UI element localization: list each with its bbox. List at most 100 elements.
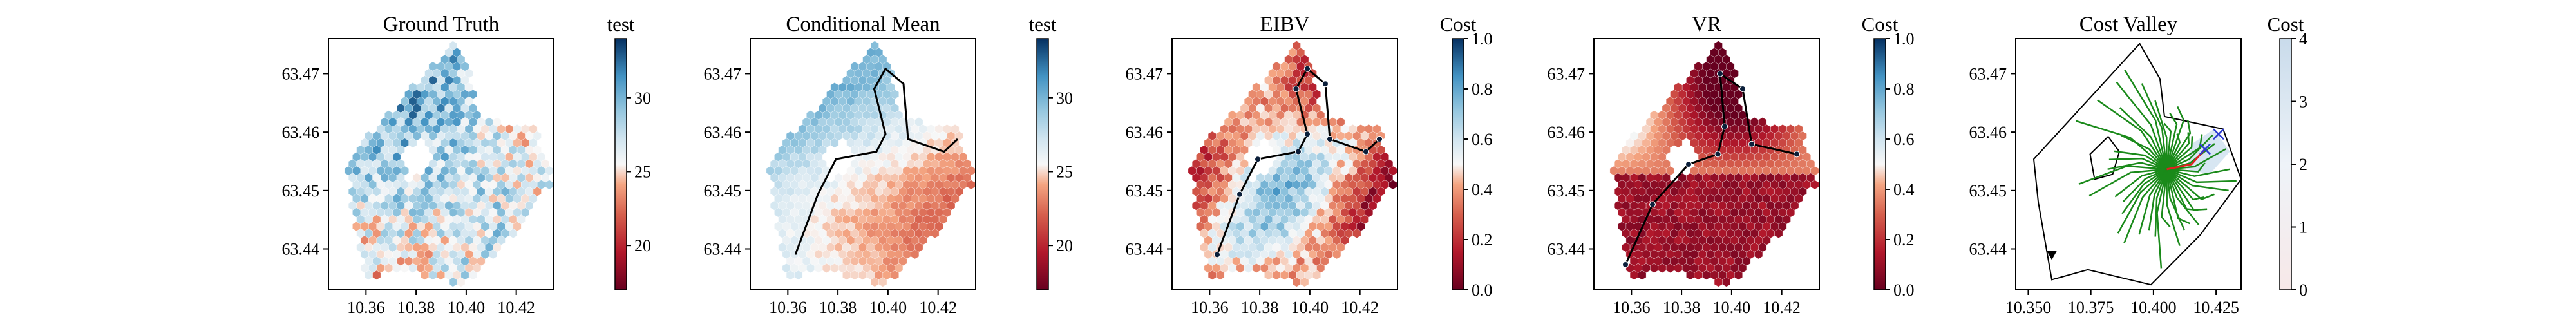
tree-branch xyxy=(2076,120,2168,170)
path-point xyxy=(1376,136,1383,142)
x-tick-label: 10.38 xyxy=(397,298,435,317)
path-point xyxy=(1717,70,1723,77)
y-tick-label: 63.46 xyxy=(1126,123,1164,142)
colorbar-title: Cost xyxy=(1440,13,1477,35)
y-tick-label: 63.46 xyxy=(1548,123,1586,142)
tree-branch xyxy=(2108,157,2167,170)
colorbar-tick-label: 30 xyxy=(634,89,651,108)
colorbar-tick-label: 0.2 xyxy=(1893,231,1915,249)
tree-branch xyxy=(2123,168,2168,202)
path-point xyxy=(1236,191,1243,198)
hex-cell xyxy=(1332,249,1341,260)
axes-frame xyxy=(2015,38,2242,290)
y-tick-label: 63.44 xyxy=(282,240,320,259)
x-tick-label: 10.40 xyxy=(1713,298,1751,317)
colorbar-tick-label: 25 xyxy=(634,162,651,181)
x-tick-label: 10.42 xyxy=(919,298,957,317)
tree-branch xyxy=(2161,169,2171,228)
colorbar-tick-label: 0.6 xyxy=(1893,130,1915,149)
path-point xyxy=(1622,261,1629,268)
x-tick-label: 10.38 xyxy=(1241,298,1279,317)
hex-cell xyxy=(1300,277,1309,287)
panel-title: Conditional Mean xyxy=(786,13,940,36)
tree-branch xyxy=(2166,169,2190,225)
tree-branch xyxy=(2124,70,2168,170)
hex-cell xyxy=(457,277,466,287)
path-point xyxy=(1748,140,1755,147)
heatmap-cells xyxy=(766,41,976,287)
colorbar-tick-label: 0.0 xyxy=(1472,281,1493,299)
tree-branch xyxy=(2148,169,2168,231)
path-point xyxy=(1739,86,1746,92)
path-point xyxy=(1794,151,1800,158)
y-tick-label: 63.45 xyxy=(704,182,742,200)
tree-branch xyxy=(2166,113,2178,170)
colorbar-tick-label: 2 xyxy=(2299,155,2307,174)
tree-branch xyxy=(2088,168,2167,197)
tree-branch xyxy=(2166,168,2229,192)
hex-cell xyxy=(1734,270,1743,280)
colorbar-tick-label: 1.0 xyxy=(1893,30,1915,48)
y-tick-label: 63.45 xyxy=(1969,182,2007,200)
hex-cell xyxy=(890,270,899,280)
axes-frame xyxy=(1171,38,1398,290)
colorbar-tick-label: 4 xyxy=(2299,30,2307,48)
colorbar-tick-label: 0.6 xyxy=(1472,130,1493,149)
colorbar-tick-label: 0.4 xyxy=(1472,180,1493,199)
tree-branch xyxy=(2166,168,2237,184)
tree-branch xyxy=(2154,100,2168,169)
tree-branch xyxy=(2166,106,2185,170)
hex-cell xyxy=(911,249,920,260)
hex-cell xyxy=(509,228,518,238)
x-tick-label: 10.36 xyxy=(769,298,807,317)
tree-branch xyxy=(2154,169,2168,237)
tree-branch xyxy=(2114,150,2168,170)
panel-title: EIBV xyxy=(1260,13,1310,36)
x-tick-label: 10.38 xyxy=(819,298,857,317)
y-tick-label: 63.44 xyxy=(1126,240,1164,259)
tree-branch xyxy=(2166,168,2205,201)
hex-cell xyxy=(1252,138,1261,148)
axes-frame xyxy=(750,38,976,290)
tree-branch xyxy=(2121,168,2168,214)
panel-2: Conditional Mean 63.44 63.45 63.46 63.47 10.3… xyxy=(704,13,1074,317)
tree-branch xyxy=(2097,99,2168,170)
x-tick-label: 10.375 xyxy=(2068,298,2114,317)
colorbar-title: test xyxy=(1028,13,1056,35)
axes-frame xyxy=(1593,38,1820,290)
colorbar-title: test xyxy=(607,13,634,35)
hex-cell xyxy=(1674,138,1683,148)
x-tick-label: 10.38 xyxy=(1663,298,1701,317)
x-tick-label: 10.40 xyxy=(1291,298,1329,317)
tree-branch xyxy=(2121,135,2168,170)
path-point xyxy=(1304,65,1311,72)
path-point xyxy=(1363,148,1369,155)
x-tick-label: 10.42 xyxy=(497,298,535,317)
colorbar-tick-label: 30 xyxy=(1056,89,1073,108)
tree-branch xyxy=(2166,134,2213,170)
hex-cell xyxy=(489,249,498,260)
x-tick-label: 10.350 xyxy=(2005,298,2052,317)
path-point xyxy=(1214,251,1220,258)
path-point xyxy=(1721,123,1728,130)
hex-cell xyxy=(830,138,839,148)
x-tick-label: 10.40 xyxy=(448,298,486,317)
y-tick-label: 63.44 xyxy=(1548,240,1586,259)
tree-branch xyxy=(2138,169,2168,235)
colorbar-tick-label: 0.8 xyxy=(1893,80,1915,99)
target-marker xyxy=(2199,143,2211,155)
panel-4: VR 63.44 63.45 63.46 63.47 10.36 10.38 10.40 10.… xyxy=(1548,13,1915,317)
path-point xyxy=(1255,156,1261,163)
rrt-tree xyxy=(2076,70,2237,269)
y-tick-label: 63.44 xyxy=(704,240,742,259)
colorbar xyxy=(1036,38,1049,290)
panel-title: VR xyxy=(1692,13,1721,36)
tree-branch xyxy=(2114,168,2167,198)
tree-branch xyxy=(2166,169,2200,226)
tree-branch xyxy=(2156,169,2168,269)
path-point xyxy=(1322,80,1329,88)
path-point xyxy=(1295,148,1302,155)
y-tick-label: 63.44 xyxy=(1969,240,2007,259)
tree-branch xyxy=(2116,81,2168,170)
tree-branch xyxy=(2141,83,2168,169)
